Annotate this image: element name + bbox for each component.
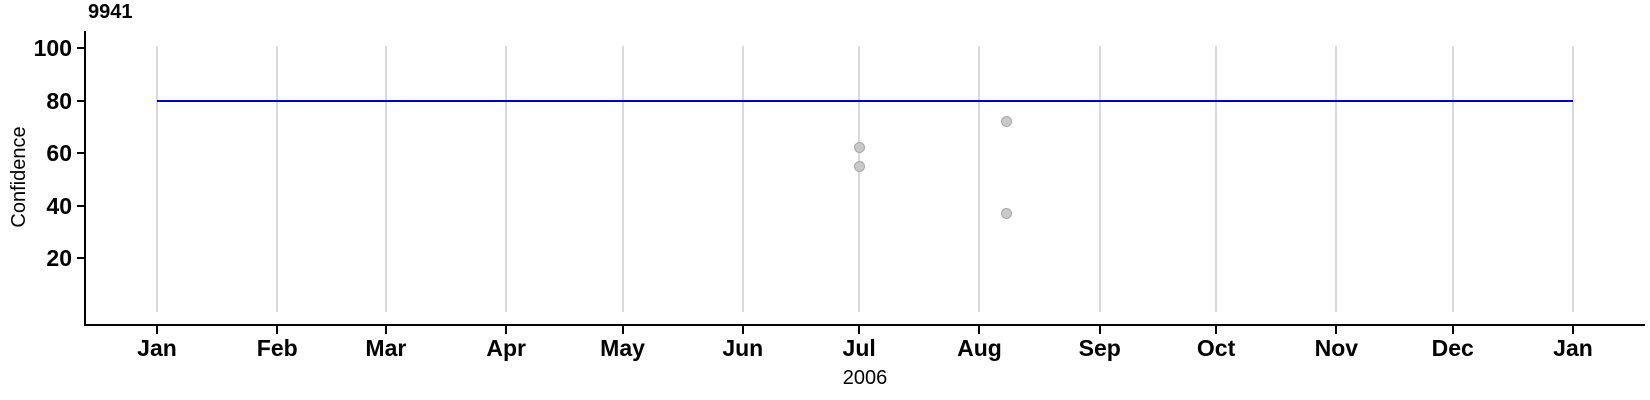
- month-gridline: [1451, 46, 1454, 312]
- x-tick-label: Dec: [1431, 335, 1474, 361]
- x-tick-label: Mar: [365, 335, 407, 361]
- x-axis-tick: [1451, 326, 1454, 334]
- x-tick-label: May: [600, 335, 645, 361]
- y-axis-tick: [77, 257, 85, 259]
- x-axis-tick: [621, 326, 624, 334]
- x-axis-title: 2006: [842, 367, 888, 389]
- y-axis-tick: [77, 152, 85, 154]
- y-axis-tick: [77, 47, 85, 49]
- month-gridline: [1098, 46, 1101, 312]
- month-gridline: [505, 46, 508, 312]
- x-axis-tick: [741, 326, 744, 334]
- y-axis-tick: [77, 204, 85, 207]
- x-axis-tick: [276, 326, 279, 334]
- x-axis-tick: [1215, 326, 1218, 334]
- x-tick-label: Apr: [486, 335, 526, 361]
- x-tick-label: Oct: [1196, 335, 1236, 361]
- month-gridline: [156, 46, 158, 312]
- x-tick-label: Aug: [957, 335, 1002, 361]
- y-axis-tick: [77, 99, 85, 102]
- y-axis-line: [84, 31, 86, 326]
- x-axis-tick: [1335, 326, 1338, 334]
- x-axis-tick: [505, 326, 508, 334]
- y-tick-label: 60: [46, 140, 72, 166]
- data-point: [1001, 116, 1013, 127]
- x-tick-label: Sep: [1078, 335, 1121, 361]
- x-tick-label: Nov: [1314, 335, 1359, 361]
- x-tick-label: Feb: [256, 335, 298, 361]
- x-tick-label: Jan: [137, 335, 177, 361]
- x-axis-line: [84, 324, 1645, 326]
- x-axis-tick: [1098, 326, 1101, 334]
- x-axis-tick: [156, 326, 158, 334]
- month-gridline: [276, 46, 279, 312]
- x-axis-tick: [384, 326, 387, 334]
- month-gridline: [621, 46, 624, 312]
- data-point: [853, 142, 865, 154]
- x-tick-label: Jan: [1553, 335, 1593, 361]
- chart-title: 9941: [88, 1, 133, 23]
- month-gridline: [1335, 46, 1338, 312]
- x-tick-label: Jul: [842, 335, 876, 361]
- month-gridline: [1215, 46, 1218, 312]
- x-tick-label: Jun: [722, 335, 764, 361]
- threshold-line: [157, 99, 1573, 102]
- x-axis-tick: [1572, 326, 1574, 334]
- month-gridline: [978, 46, 981, 312]
- y-tick-label: 20: [46, 245, 72, 271]
- data-point: [1001, 207, 1013, 219]
- data-point: [853, 160, 865, 172]
- y-tick-label: 80: [46, 87, 72, 114]
- y-tick-label: 40: [46, 192, 72, 219]
- month-gridline: [384, 46, 387, 312]
- x-axis-tick: [858, 326, 861, 334]
- x-axis-tick: [978, 326, 981, 334]
- month-gridline: [858, 46, 861, 312]
- month-gridline: [1572, 46, 1574, 312]
- month-gridline: [741, 46, 744, 312]
- y-tick-label: 100: [33, 35, 72, 61]
